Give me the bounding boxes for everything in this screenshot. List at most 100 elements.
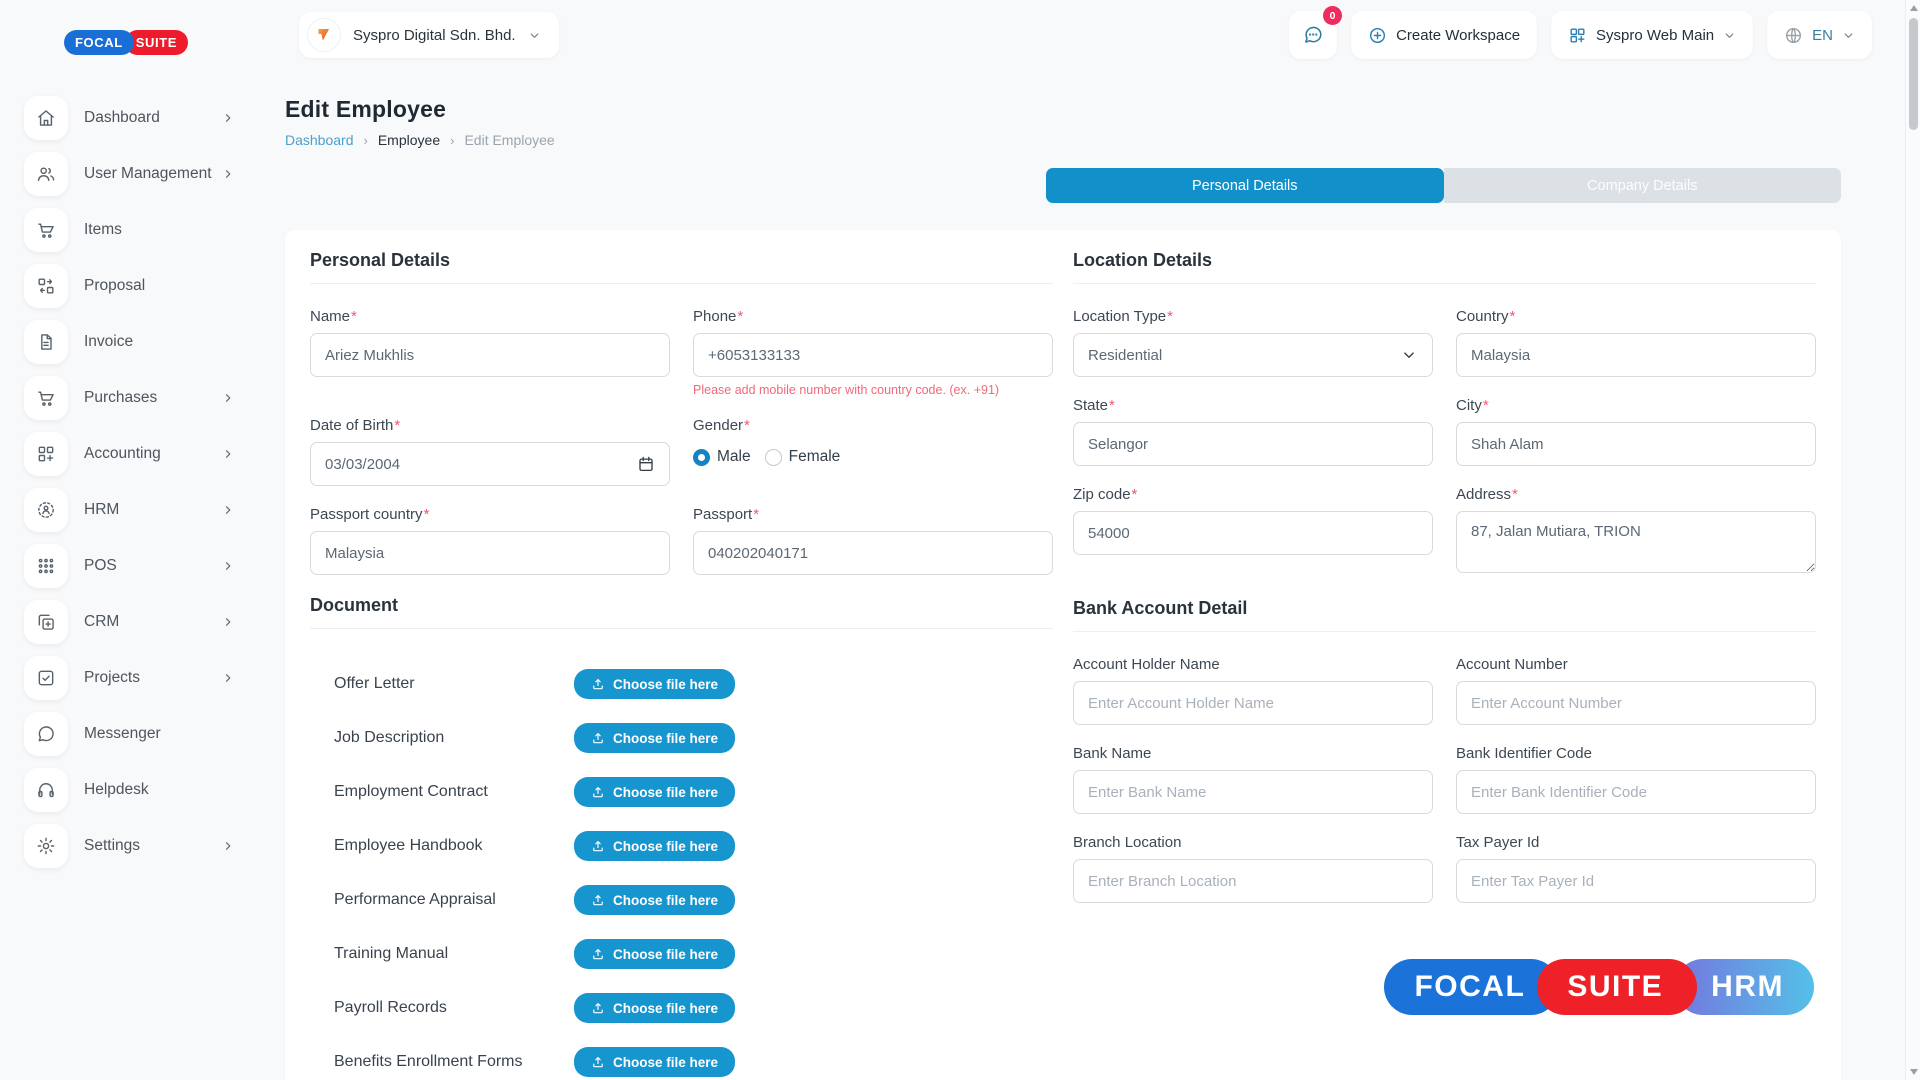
sidebar-item-pos[interactable]: POS bbox=[24, 543, 234, 589]
app-menu-selector[interactable]: Syspro Web Main bbox=[1551, 11, 1754, 59]
upload-icon bbox=[593, 895, 603, 906]
employee-handbook-upload-button[interactable]: Choose file here bbox=[574, 831, 736, 861]
passport-input[interactable] bbox=[693, 531, 1053, 575]
cart-icon bbox=[24, 208, 68, 252]
gender-male-radio[interactable] bbox=[693, 448, 710, 466]
passport-label: Passport* bbox=[693, 506, 760, 523]
breadcrumb-dashboard[interactable]: Dashboard bbox=[285, 132, 354, 148]
upload-icon bbox=[593, 1057, 603, 1068]
sidebar-item-crm[interactable]: CRM bbox=[24, 599, 234, 645]
address-textarea[interactable]: 87, Jalan Mutiara, TRION bbox=[1456, 511, 1816, 573]
users-icon bbox=[24, 152, 68, 196]
sidebar-item-purchases[interactable]: Purchases bbox=[24, 375, 234, 421]
person-scan-icon bbox=[24, 488, 68, 532]
employment-contract-upload-button[interactable]: Choose file here bbox=[574, 777, 736, 807]
account-number-input[interactable] bbox=[1456, 681, 1816, 725]
document-heading: Document bbox=[310, 595, 1053, 629]
tax-payer-input[interactable] bbox=[1456, 859, 1816, 903]
topbar-actions: 0 Create Workspace Syspro Web Main EN bbox=[1289, 6, 1872, 59]
scrollbar-up-arrow[interactable] bbox=[1909, 5, 1918, 11]
document-label: Employee Handbook bbox=[334, 837, 483, 854]
workspace-selector[interactable]: Syspro Digital Sdn. Bhd. bbox=[299, 12, 559, 58]
document-row: Employment Contract Choose file here bbox=[334, 777, 1053, 807]
zip-field-group: Zip code* bbox=[1073, 486, 1433, 555]
create-workspace-label: Create Workspace bbox=[1396, 26, 1521, 44]
breadcrumb-employee[interactable]: Employee bbox=[377, 132, 441, 148]
performance-appraisal-upload-button[interactable]: Choose file here bbox=[574, 885, 736, 915]
sidebar-item-proposal[interactable]: Proposal bbox=[24, 263, 234, 309]
sidebar-item-accounting[interactable]: Accounting bbox=[24, 431, 234, 477]
location-type-select[interactable]: Residential bbox=[1073, 333, 1433, 377]
sidebar-item-label: Proposal bbox=[84, 277, 146, 294]
country-input[interactable] bbox=[1456, 333, 1816, 377]
watermark-suite: SUITE bbox=[1537, 959, 1698, 1015]
branch-location-input[interactable] bbox=[1073, 859, 1433, 903]
account-number-label: Account Number bbox=[1456, 656, 1568, 673]
sidebar-item-helpdesk[interactable]: Helpdesk bbox=[24, 767, 234, 813]
benefits-enrollment-upload-button[interactable]: Choose file here bbox=[574, 1047, 736, 1077]
phone-field-group: Phone* Please add mobile number with cou… bbox=[693, 308, 1053, 397]
city-field-group: City* bbox=[1456, 397, 1816, 466]
tax-payer-field-group: Tax Payer Id bbox=[1456, 834, 1816, 903]
document-label: Job Description bbox=[334, 729, 445, 746]
sidebar-item-label: POS bbox=[84, 557, 117, 574]
chevron-right-icon bbox=[222, 560, 234, 572]
messages-button[interactable]: 0 bbox=[1289, 6, 1343, 59]
sidebar-item-dashboard[interactable]: Dashboard bbox=[24, 95, 234, 141]
headset-icon bbox=[24, 768, 68, 812]
upload-icon bbox=[593, 679, 603, 690]
scrollbar-down-arrow[interactable] bbox=[1909, 1069, 1918, 1075]
zip-label: Zip code* bbox=[1073, 486, 1138, 503]
sidebar-item-hrm[interactable]: HRM bbox=[24, 487, 234, 533]
logo-focal: FOCAL bbox=[64, 30, 134, 55]
gender-radio-group: Male Female bbox=[693, 442, 1053, 472]
document-row: Employee Handbook Choose file here bbox=[334, 831, 1053, 861]
left-column: Personal Details Name* Phone* Please add… bbox=[310, 250, 1053, 1080]
name-field-group: Name* bbox=[310, 308, 670, 397]
gender-female-option[interactable]: Female bbox=[764, 448, 840, 466]
passport-country-input[interactable] bbox=[310, 531, 670, 575]
create-workspace-button[interactable]: Create Workspace bbox=[1351, 11, 1538, 59]
sidebar-item-invoice[interactable]: Invoice bbox=[24, 319, 234, 365]
gender-female-radio[interactable] bbox=[764, 448, 782, 466]
gender-male-option[interactable]: Male bbox=[693, 448, 751, 466]
chevron-right-icon bbox=[222, 616, 234, 628]
gender-field-group: Gender* Male Female bbox=[693, 417, 1053, 486]
state-label: State* bbox=[1073, 397, 1115, 414]
offer-letter-upload-button[interactable]: Choose file here bbox=[574, 669, 736, 699]
chevron-down-icon bbox=[1723, 29, 1736, 42]
account-holder-input[interactable] bbox=[1073, 681, 1433, 725]
name-input[interactable] bbox=[310, 333, 670, 377]
chevron-down-icon bbox=[1842, 29, 1855, 42]
scrollbar-thumb[interactable] bbox=[1909, 18, 1918, 130]
sidebar-item-label: Accounting bbox=[84, 445, 161, 462]
sidebar-item-label: Projects bbox=[84, 669, 140, 686]
training-manual-upload-button[interactable]: Choose file here bbox=[574, 939, 736, 969]
bank-name-input[interactable] bbox=[1073, 770, 1433, 814]
page-scrollbar[interactable] bbox=[1905, 0, 1920, 1080]
language-selector[interactable]: EN bbox=[1767, 11, 1872, 59]
dob-input[interactable]: 03/03/2004 bbox=[310, 442, 670, 486]
city-input[interactable] bbox=[1456, 422, 1816, 466]
required-marker: * bbox=[394, 417, 401, 434]
sidebar-item-projects[interactable]: Projects bbox=[24, 655, 234, 701]
state-field-group: State* bbox=[1073, 397, 1433, 466]
sidebar-item-items[interactable]: Items bbox=[24, 207, 234, 253]
payroll-records-upload-button[interactable]: Choose file here bbox=[574, 993, 736, 1023]
upload-icon bbox=[593, 787, 603, 798]
bank-identifier-input[interactable] bbox=[1456, 770, 1816, 814]
page-title: Edit Employee bbox=[285, 96, 447, 122]
document-label: Benefits Enrollment Forms bbox=[334, 1053, 523, 1070]
sidebar-item-label: Invoice bbox=[84, 333, 134, 350]
sidebar-item-user-management[interactable]: User Management bbox=[24, 151, 234, 197]
state-input[interactable] bbox=[1073, 422, 1433, 466]
phone-input[interactable] bbox=[693, 333, 1053, 377]
document-row: Benefits Enrollment Forms Choose file he… bbox=[334, 1047, 1053, 1077]
job-description-upload-button[interactable]: Choose file here bbox=[574, 723, 736, 753]
tab-company-details[interactable]: Company Details bbox=[1443, 168, 1841, 203]
sidebar-item-settings[interactable]: Settings bbox=[24, 823, 234, 869]
document-list: Offer Letter Choose file here Job Descri… bbox=[310, 669, 1053, 1077]
zip-input[interactable] bbox=[1073, 511, 1433, 555]
sidebar-item-messenger[interactable]: Messenger bbox=[24, 711, 234, 757]
tab-personal-details[interactable]: Personal Details bbox=[1046, 168, 1444, 203]
